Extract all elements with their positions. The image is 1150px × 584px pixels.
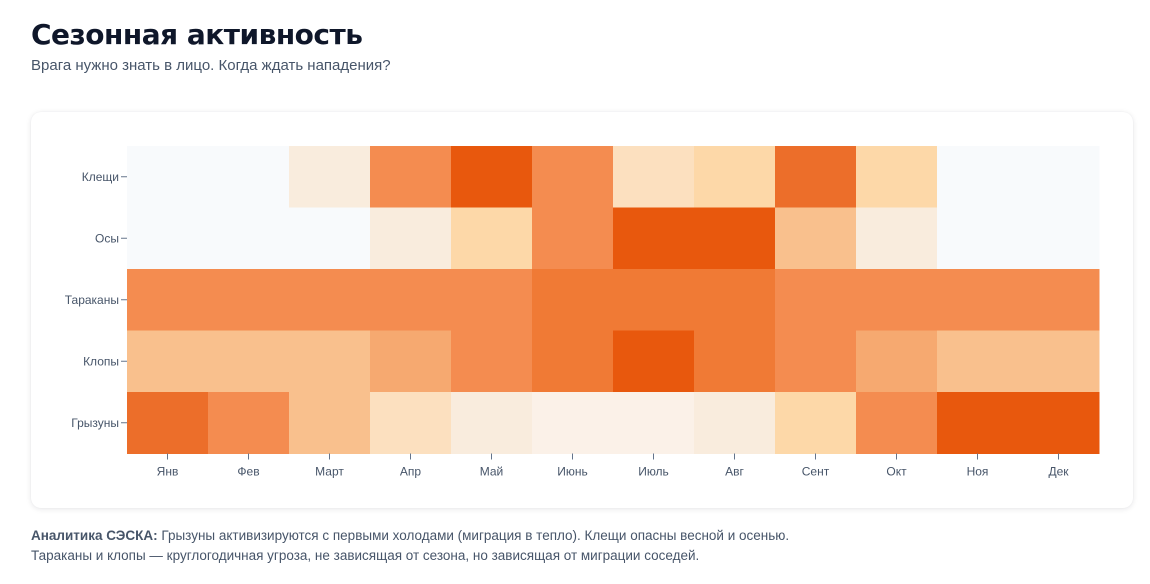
heatmap-cell: [613, 269, 695, 331]
heatmap-cell: [937, 269, 1019, 331]
heatmap-cell: [208, 330, 290, 393]
heatmap-cell: [208, 269, 290, 331]
heatmap-cell: [613, 330, 695, 393]
page-title: Сезонная активность: [31, 18, 363, 51]
heatmap-cell: [127, 207, 209, 270]
x-axis-label: Окт: [886, 465, 907, 479]
heatmap-cell: [532, 207, 614, 270]
x-axis-label: Июнь: [557, 465, 588, 479]
x-axis-label: Фев: [237, 465, 259, 479]
heatmap-cell: [208, 146, 290, 208]
heatmap-cell: [694, 146, 776, 208]
heatmap-cell: [127, 146, 209, 208]
x-axis-label: Май: [480, 465, 504, 479]
heatmap-cell: [856, 392, 938, 454]
heatmap-cell: [1018, 207, 1100, 270]
heatmap-cell: [775, 269, 857, 331]
heatmap-chart: Клещи Осы Тараканы Клопы Грызуны Янв Фев Март Ап…: [65, 146, 1100, 479]
heatmap-cell: [1018, 146, 1100, 208]
footnote-label: Аналитика СЭСКА:: [31, 528, 158, 543]
heatmap-cell: [532, 269, 614, 331]
heatmap-cell: [289, 330, 371, 393]
heatmap-cell: [451, 207, 533, 270]
heatmap-cell: [289, 392, 371, 454]
heatmap-cell: [694, 330, 776, 393]
heatmap-cell: [937, 330, 1019, 393]
x-axis-label: Янв: [157, 465, 179, 479]
heatmap-cell: [1018, 392, 1100, 454]
footnote-text: Грызуны активизируются с первыми холодам…: [31, 528, 790, 563]
heatmap-cell: [775, 207, 857, 270]
x-axis-label: Ноя: [967, 465, 989, 479]
y-axis-label: Клещи: [82, 170, 119, 184]
y-axis-label: Клопы: [83, 354, 119, 368]
heatmap-cell: [532, 330, 614, 393]
heatmap-cell: [127, 330, 209, 393]
heatmap-cell: [694, 392, 776, 454]
page-subtitle: Врага нужно знать в лицо. Когда ждать на…: [31, 57, 391, 74]
y-axis-label: Грызуны: [71, 416, 119, 430]
page-header: Сезонная активность Врага нужно знать в …: [31, 18, 391, 74]
heatmap-cell: [289, 146, 371, 208]
heatmap-cell: [370, 207, 452, 270]
y-axis-label: Осы: [95, 231, 119, 245]
heatmap-cell: [370, 269, 452, 331]
heatmap-cell: [451, 269, 533, 331]
analytics-footnote: Аналитика СЭСКА: Грызуны активизируются …: [31, 526, 811, 566]
heatmap-cell: [775, 146, 857, 208]
heatmap-cell: [451, 330, 533, 393]
heatmap-cell: [937, 207, 1019, 270]
heatmap-cell: [775, 392, 857, 454]
heatmap-cell: [289, 269, 371, 331]
x-axis-label: Июль: [638, 465, 669, 479]
x-axis-label: Сент: [802, 465, 830, 479]
heatmap-cell: [856, 269, 938, 331]
heatmap-cell: [451, 392, 533, 454]
heatmap-cell: [370, 146, 452, 208]
heatmap-cell: [289, 207, 371, 270]
heatmap-cell: [937, 392, 1019, 454]
heatmap-cell: [775, 330, 857, 393]
heatmap-cell: [127, 269, 209, 331]
heatmap-cell: [370, 392, 452, 454]
heatmap-cell: [856, 207, 938, 270]
x-axis-label: Авг: [725, 465, 744, 479]
x-axis-label: Апр: [400, 465, 422, 479]
y-axis-label: Тараканы: [65, 293, 119, 307]
x-axis-label: Март: [315, 465, 344, 479]
heatmap-cell: [208, 207, 290, 270]
heatmap-cell: [856, 146, 938, 208]
heatmap-cell: [451, 146, 533, 208]
heatmap-cell: [1018, 269, 1100, 331]
heatmap-cell: [370, 330, 452, 393]
heatmap-cell: [694, 207, 776, 270]
heatmap-cell: [613, 207, 695, 270]
heatmap-cell: [1018, 330, 1100, 393]
heatmap-cell: [532, 392, 614, 454]
heatmap-card: Клещи Осы Тараканы Клопы Грызуны Янв Фев Март Ап…: [31, 112, 1133, 508]
heatmap-cell: [127, 392, 209, 454]
x-axis-label: Дек: [1048, 465, 1069, 479]
heatmap-cell: [856, 330, 938, 393]
heatmap-cell: [613, 146, 695, 208]
heatmap-cell: [208, 392, 290, 454]
heatmap-cell: [937, 146, 1019, 208]
heatmap-cell: [532, 146, 614, 208]
heatmap-cell: [694, 269, 776, 331]
heatmap-cell: [613, 392, 695, 454]
